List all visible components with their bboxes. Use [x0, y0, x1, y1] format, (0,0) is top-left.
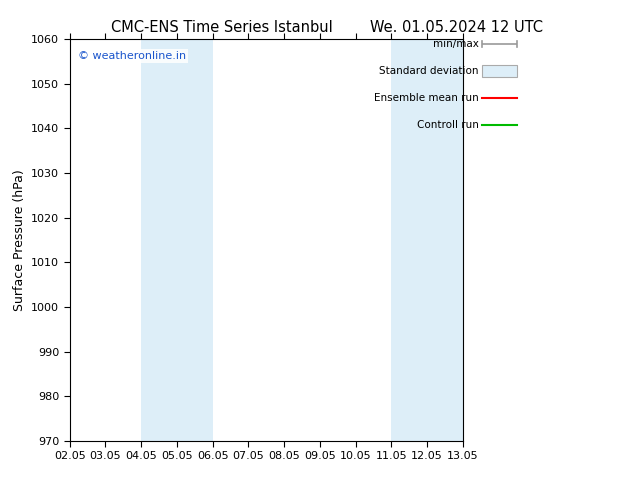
Text: CMC-ENS Time Series Istanbul: CMC-ENS Time Series Istanbul [111, 20, 333, 35]
Y-axis label: Surface Pressure (hPa): Surface Pressure (hPa) [13, 169, 25, 311]
Text: Ensemble mean run: Ensemble mean run [374, 93, 479, 103]
Text: Standard deviation: Standard deviation [379, 66, 479, 76]
Bar [141, 39, 212, 441]
Text: Controll run: Controll run [417, 120, 479, 130]
Text: min/max: min/max [433, 39, 479, 49]
Text: © weatheronline.in: © weatheronline.in [77, 51, 186, 61]
Text: We. 01.05.2024 12 UTC: We. 01.05.2024 12 UTC [370, 20, 543, 35]
Bar [391, 39, 463, 441]
